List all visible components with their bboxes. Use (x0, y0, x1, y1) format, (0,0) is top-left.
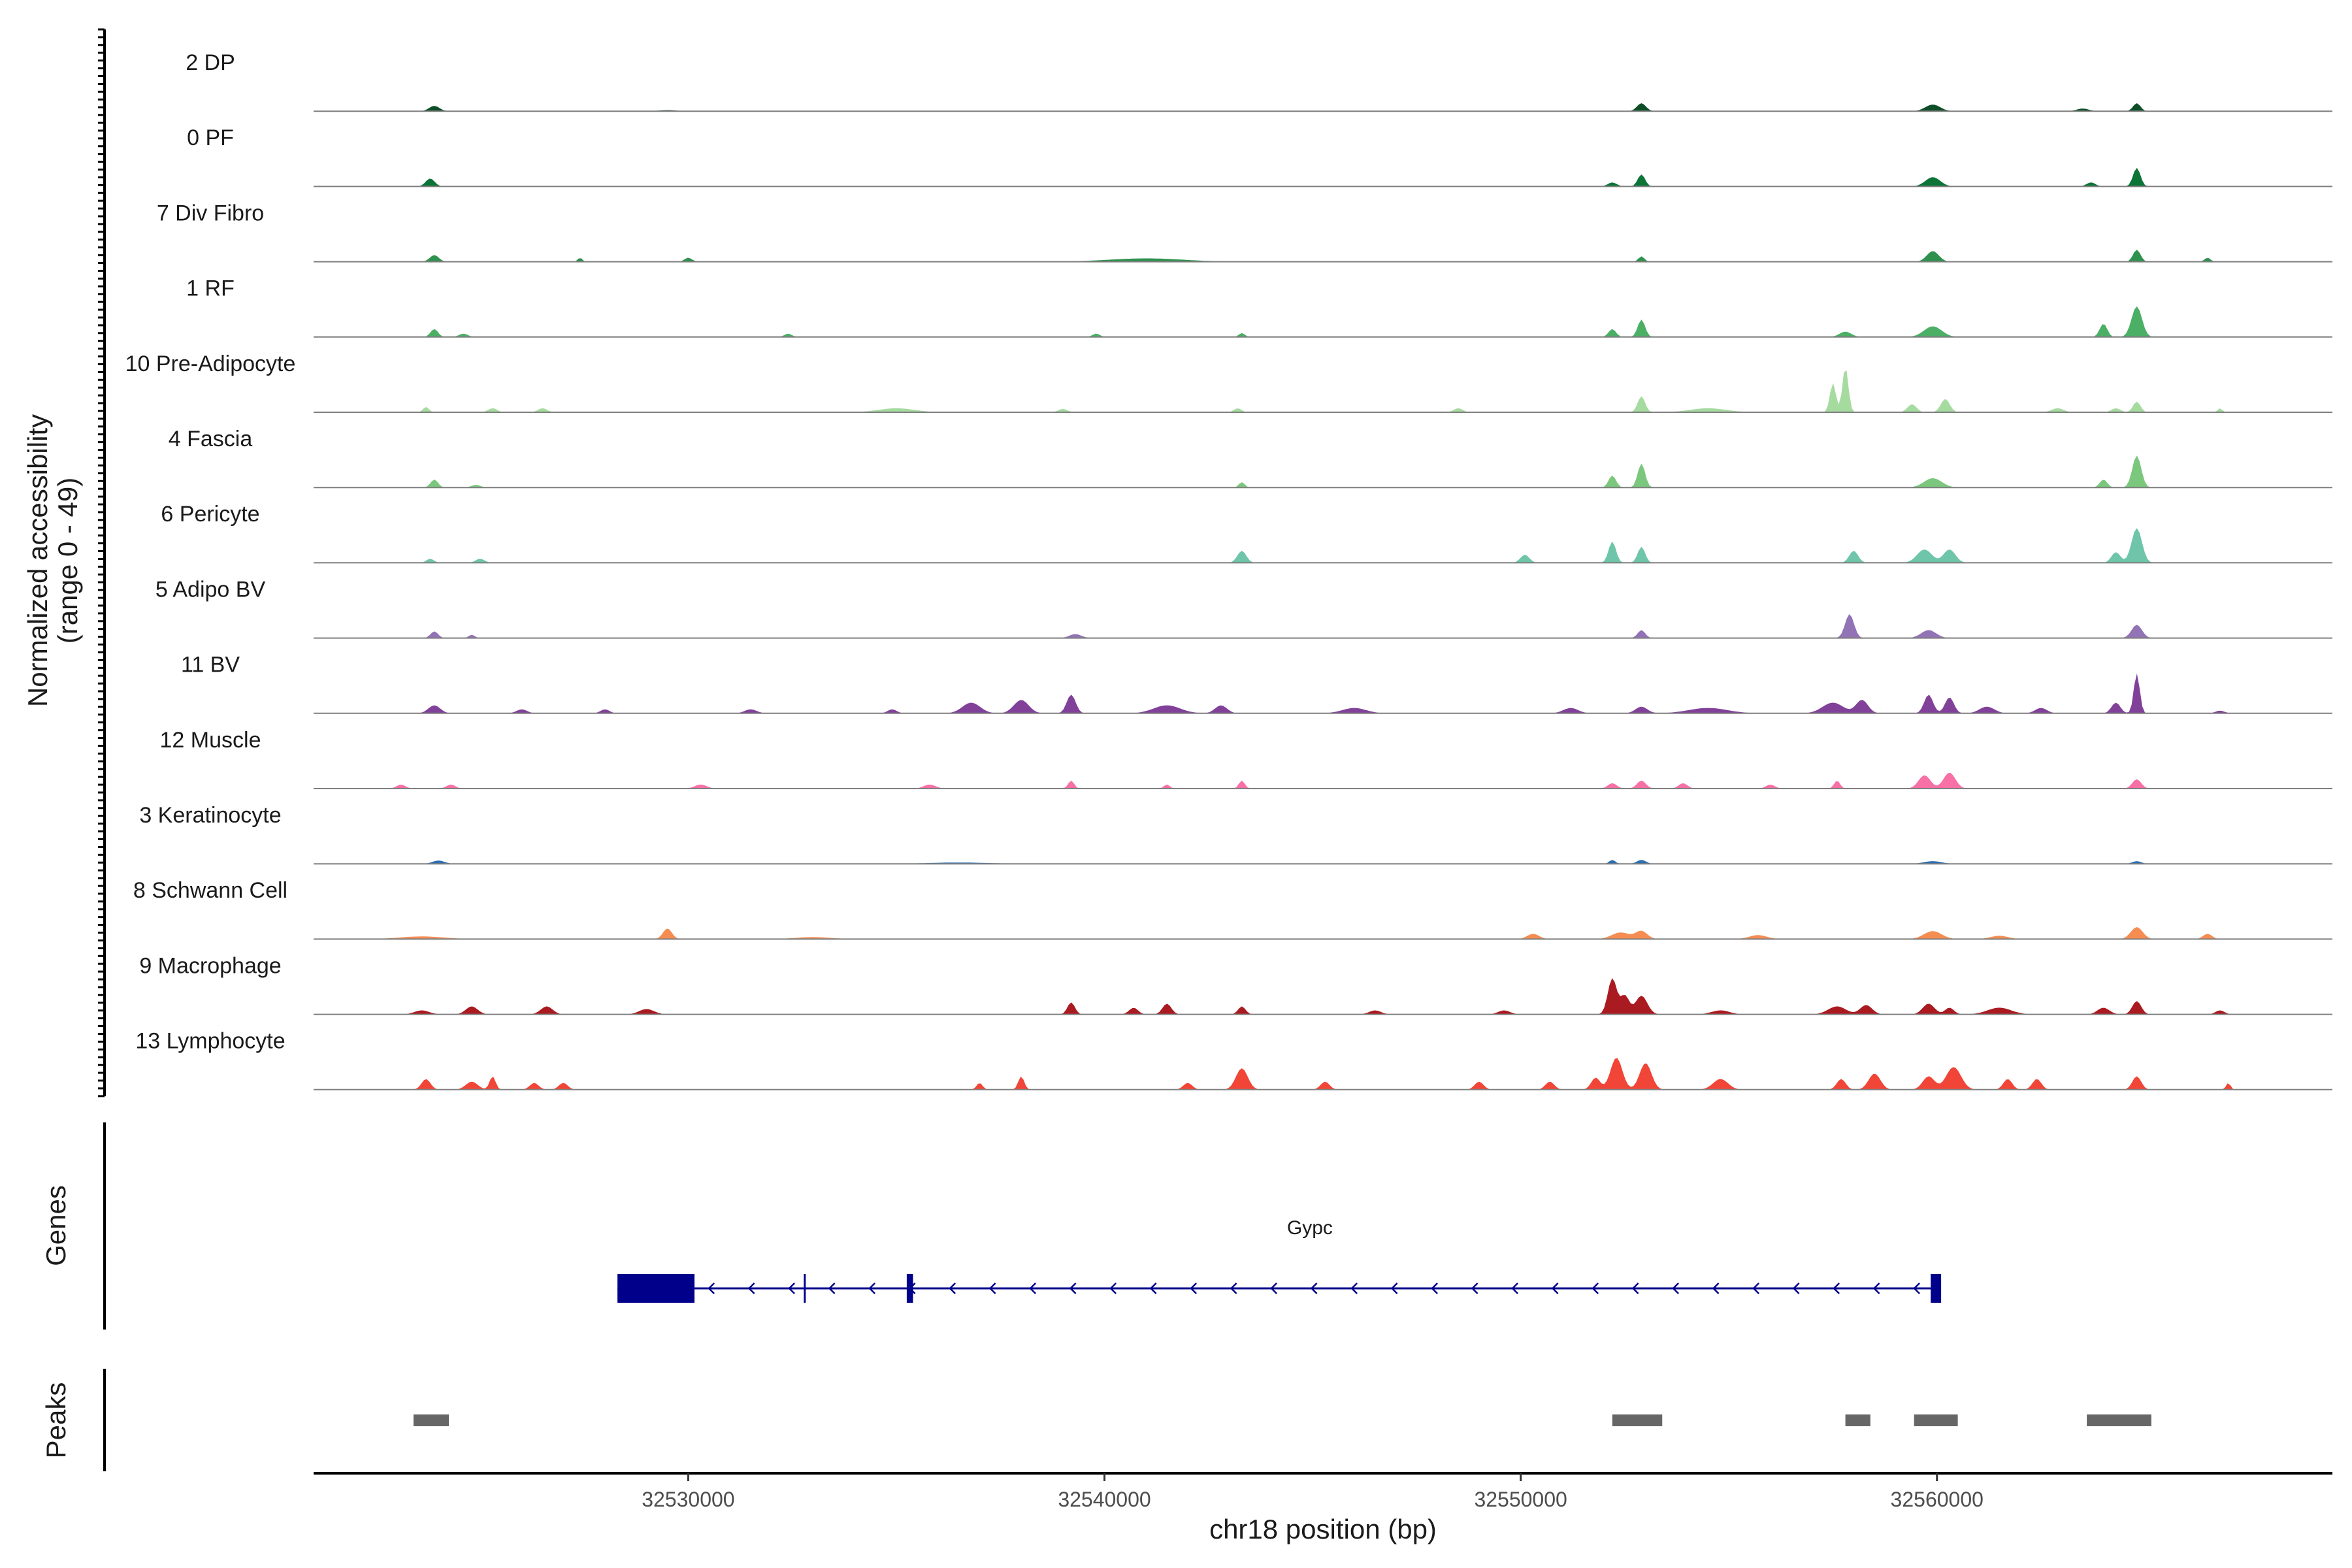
track-11-bv: 11 BV (181, 653, 2332, 714)
track-label: 12 Muscle (160, 728, 261, 753)
strand-arrow (1592, 1282, 1599, 1294)
strand-arrow (1431, 1282, 1438, 1294)
strand-arrow (1712, 1282, 1720, 1294)
coverage-y-axis (98, 28, 106, 1098)
strand-arrow (1752, 1282, 1759, 1294)
track-3-keratinocyte: 3 Keratinocyte (139, 803, 2332, 865)
strand-arrow (1511, 1282, 1518, 1294)
track-1-rf: 1 RF (186, 276, 2332, 338)
gene-exon (617, 1274, 694, 1303)
track-label: 7 Div Fibro (157, 201, 264, 225)
y-axis-title-line2: (range 0 - 49) (52, 478, 83, 644)
coverage-tracks: 2 DP 0 PF 7 Div Fibro 1 RF 10 Pre-Adipocyte 4… (125, 50, 2332, 1090)
coverage-area (376, 167, 2241, 187)
strand-arrow (1872, 1282, 1880, 1294)
genes-axis-title: Genes (41, 1185, 71, 1266)
strand-arrow (868, 1282, 875, 1294)
track-0-pf: 0 PF (187, 125, 2332, 188)
strand-arrow (788, 1282, 795, 1294)
strand-arrow (949, 1282, 956, 1294)
peaks-axis-title: Peaks (41, 1382, 71, 1459)
track-label: 11 BV (181, 653, 240, 678)
coverage-area (376, 306, 2241, 337)
coverage-area (376, 673, 2241, 713)
gene-model (617, 1274, 1942, 1303)
genes-panel: Genes Gypc (41, 1122, 1942, 1330)
track-13-lymphocyte: 13 Lymphocyte (135, 1029, 2332, 1090)
peak-region (1612, 1414, 1663, 1426)
x-axis-title: chr18 position (bp) (1209, 1514, 1437, 1544)
peak-region (1845, 1414, 1870, 1426)
track-label: 4 Fascia (169, 427, 253, 451)
x-tick-label: 32550000 (1474, 1488, 1567, 1511)
track-4-fascia: 4 Fascia (169, 427, 2332, 489)
coverage-area (376, 614, 2241, 638)
coverage-area (376, 528, 2241, 563)
x-tick-label: 32530000 (642, 1488, 734, 1511)
track-9-macrophage: 9 Macrophage (139, 953, 2332, 1015)
strand-arrow (1792, 1282, 1800, 1294)
strand-arrow (1551, 1282, 1559, 1294)
x-tick-label: 32540000 (1058, 1488, 1151, 1511)
strand-arrow (1069, 1282, 1077, 1294)
strand-arrow (1029, 1282, 1036, 1294)
coverage-area (376, 978, 2241, 1015)
coverage-area (376, 250, 2241, 262)
strand-arrow (1310, 1282, 1318, 1294)
coverage-area (376, 103, 2241, 112)
strand-arrow (1149, 1282, 1157, 1294)
strand-arrow (1109, 1282, 1117, 1294)
gene-exon (906, 1274, 913, 1303)
strand-arrow (828, 1282, 836, 1294)
track-7-div-fibro: 7 Div Fibro (157, 201, 2332, 263)
track-label: 9 Macrophage (139, 953, 281, 978)
track-label: 8 Schwann Cell (133, 878, 287, 903)
strand-arrow (1230, 1282, 1237, 1294)
strand-arrow (1672, 1282, 1679, 1294)
gene-name-label: Gypc (1287, 1217, 1333, 1239)
peak-region (2087, 1414, 2151, 1426)
strand-arrow (747, 1282, 755, 1294)
peaks-panel: Peaks (41, 1369, 2151, 1471)
track-8-schwann-cell: 8 Schwann Cell (133, 878, 2332, 940)
strand-arrow (1390, 1282, 1398, 1294)
x-tick-label: 32560000 (1891, 1488, 1984, 1511)
coverage-area (376, 1058, 2241, 1090)
strand-arrow (708, 1282, 715, 1294)
strand-arrow (1913, 1282, 1920, 1294)
strand-arrow (1471, 1282, 1478, 1294)
track-label: 2 DP (186, 50, 235, 75)
peak-region (413, 1414, 449, 1426)
track-5-adipo-bv: 5 Adipo BV (155, 577, 2332, 639)
x-axis-ticks: 32530000 32540000 32550000 32560000 (642, 1473, 1984, 1511)
strand-arrow (1631, 1282, 1639, 1294)
y-axis-title-line1: Normalized accessibility (22, 414, 53, 707)
track-label: 13 Lymphocyte (135, 1029, 285, 1054)
coverage-area (376, 772, 2241, 789)
track-12-muscle: 12 Muscle (160, 728, 2332, 789)
peak-regions (413, 1414, 2151, 1426)
strand-arrow (988, 1282, 996, 1294)
track-10-pre-adipocyte: 10 Pre-Adipocyte (125, 351, 2332, 413)
track-label: 10 Pre-Adipocyte (125, 351, 296, 376)
track-label: 5 Adipo BV (155, 577, 266, 602)
track-6-pericyte: 6 Pericyte (161, 502, 2332, 564)
strand-arrow (1270, 1282, 1277, 1294)
coverage-area (376, 455, 2241, 488)
coverage-area (376, 927, 2241, 939)
track-2-dp: 2 DP (186, 50, 2332, 112)
track-label: 0 PF (187, 125, 234, 150)
track-label: 6 Pericyte (161, 502, 259, 527)
strand-arrow (1350, 1282, 1358, 1294)
track-label: 1 RF (186, 276, 235, 301)
gene-exon (1931, 1274, 1942, 1303)
track-label: 3 Keratinocyte (139, 803, 281, 828)
strand-arrow (1833, 1282, 1840, 1294)
peak-region (1914, 1414, 1958, 1426)
strand-arrow (1190, 1282, 1197, 1294)
coverage-area (376, 370, 2241, 412)
x-axis: 32530000 32540000 32550000 32560000 chr18 p… (314, 1472, 2332, 1544)
